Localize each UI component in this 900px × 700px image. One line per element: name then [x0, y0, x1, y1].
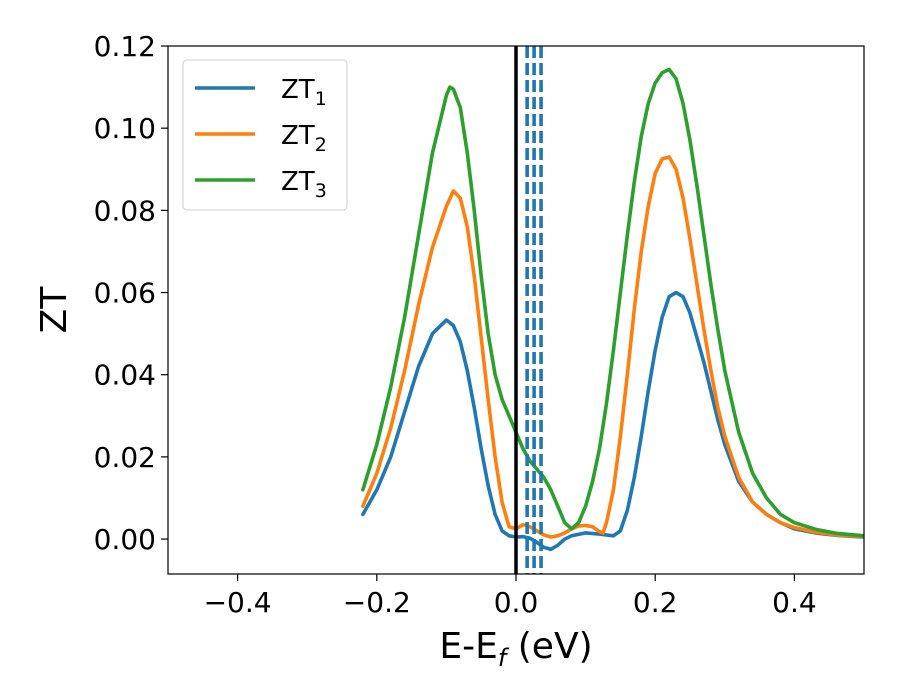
y-tick-label: 0.00: [94, 523, 156, 556]
x-tick-label: 0.4: [772, 586, 817, 619]
x-axis-title-unit: (eV): [506, 626, 592, 667]
legend-box: [182, 59, 348, 211]
y-tick-label: 0.02: [94, 441, 156, 474]
x-ticks: −0.4 −0.2 0.0 0.2 0.4: [204, 574, 817, 619]
x-tick-label: −0.2: [343, 586, 411, 619]
x-tick-label: 0.0: [494, 586, 539, 619]
y-ticks: 0.00 0.02 0.04 0.06 0.08 0.10 0.12: [94, 30, 168, 556]
vertical-lines-layer: [514, 46, 543, 574]
legend-label-zt3: ZT3: [281, 167, 327, 202]
y-tick-label: 0.06: [94, 277, 156, 310]
y-axis-title: ZT: [34, 286, 75, 334]
legend-label-zt1: ZT1: [281, 75, 327, 110]
x-tick-label: −0.4: [204, 586, 272, 619]
legend: ZT1 ZT2 ZT3: [182, 59, 348, 211]
series-line-zt3: [361, 67, 864, 538]
x-axis-title: E-Ef (eV): [439, 626, 592, 672]
legend-label-zt2: ZT2: [281, 121, 327, 156]
x-axis-title-main: E-E: [439, 626, 497, 667]
x-tick-label: 0.2: [633, 586, 678, 619]
y-tick-label: 0.10: [94, 112, 156, 145]
y-tick-label: 0.04: [94, 359, 156, 392]
y-tick-label: 0.08: [94, 194, 156, 227]
y-tick-label: 0.12: [94, 30, 156, 63]
series-line-zt1: [361, 290, 864, 552]
series-layer: [361, 67, 864, 552]
series-line-zt2: [361, 155, 864, 539]
